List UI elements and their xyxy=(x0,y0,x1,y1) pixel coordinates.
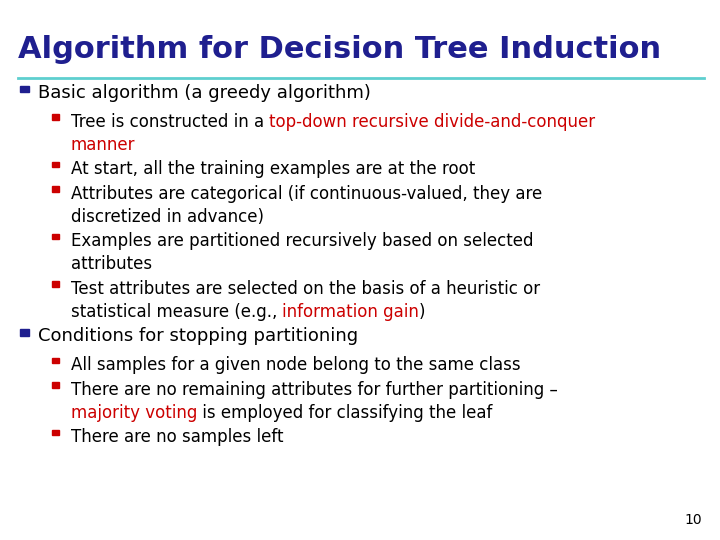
FancyBboxPatch shape xyxy=(52,162,59,167)
FancyBboxPatch shape xyxy=(52,430,59,435)
Text: There are no samples left: There are no samples left xyxy=(71,428,283,446)
Text: Tree is constructed in a: Tree is constructed in a xyxy=(71,113,269,131)
Text: attributes: attributes xyxy=(71,255,152,273)
Text: manner: manner xyxy=(71,136,135,154)
FancyBboxPatch shape xyxy=(52,186,59,192)
Text: All samples for a given node belong to the same class: All samples for a given node belong to t… xyxy=(71,356,520,374)
Text: top-down recursive divide-and-conquer: top-down recursive divide-and-conquer xyxy=(269,113,595,131)
Text: statistical measure (e.g.,: statistical measure (e.g., xyxy=(71,303,282,321)
FancyBboxPatch shape xyxy=(52,382,59,388)
Text: Examples are partitioned recursively based on selected: Examples are partitioned recursively bas… xyxy=(71,232,533,250)
Text: ): ) xyxy=(419,303,426,321)
FancyBboxPatch shape xyxy=(52,358,59,363)
Text: information gain: information gain xyxy=(282,303,419,321)
FancyBboxPatch shape xyxy=(20,329,29,336)
Text: Conditions for stopping partitioning: Conditions for stopping partitioning xyxy=(38,327,359,345)
FancyBboxPatch shape xyxy=(52,114,59,120)
Text: There are no remaining attributes for further partitioning –: There are no remaining attributes for fu… xyxy=(71,381,557,399)
FancyBboxPatch shape xyxy=(52,234,59,239)
Text: 10: 10 xyxy=(685,512,702,526)
Text: is employed for classifying the leaf: is employed for classifying the leaf xyxy=(197,404,492,422)
Text: Attributes are categorical (if continuous-valued, they are: Attributes are categorical (if continuou… xyxy=(71,185,542,202)
Text: Test attributes are selected on the basis of a heuristic or: Test attributes are selected on the basi… xyxy=(71,280,540,298)
Text: Algorithm for Decision Tree Induction: Algorithm for Decision Tree Induction xyxy=(18,35,661,64)
Text: At start, all the training examples are at the root: At start, all the training examples are … xyxy=(71,160,474,178)
FancyBboxPatch shape xyxy=(20,86,29,92)
Text: discretized in advance): discretized in advance) xyxy=(71,208,264,226)
FancyBboxPatch shape xyxy=(52,281,59,287)
Text: Basic algorithm (a greedy algorithm): Basic algorithm (a greedy algorithm) xyxy=(38,84,371,102)
Text: majority voting: majority voting xyxy=(71,404,197,422)
